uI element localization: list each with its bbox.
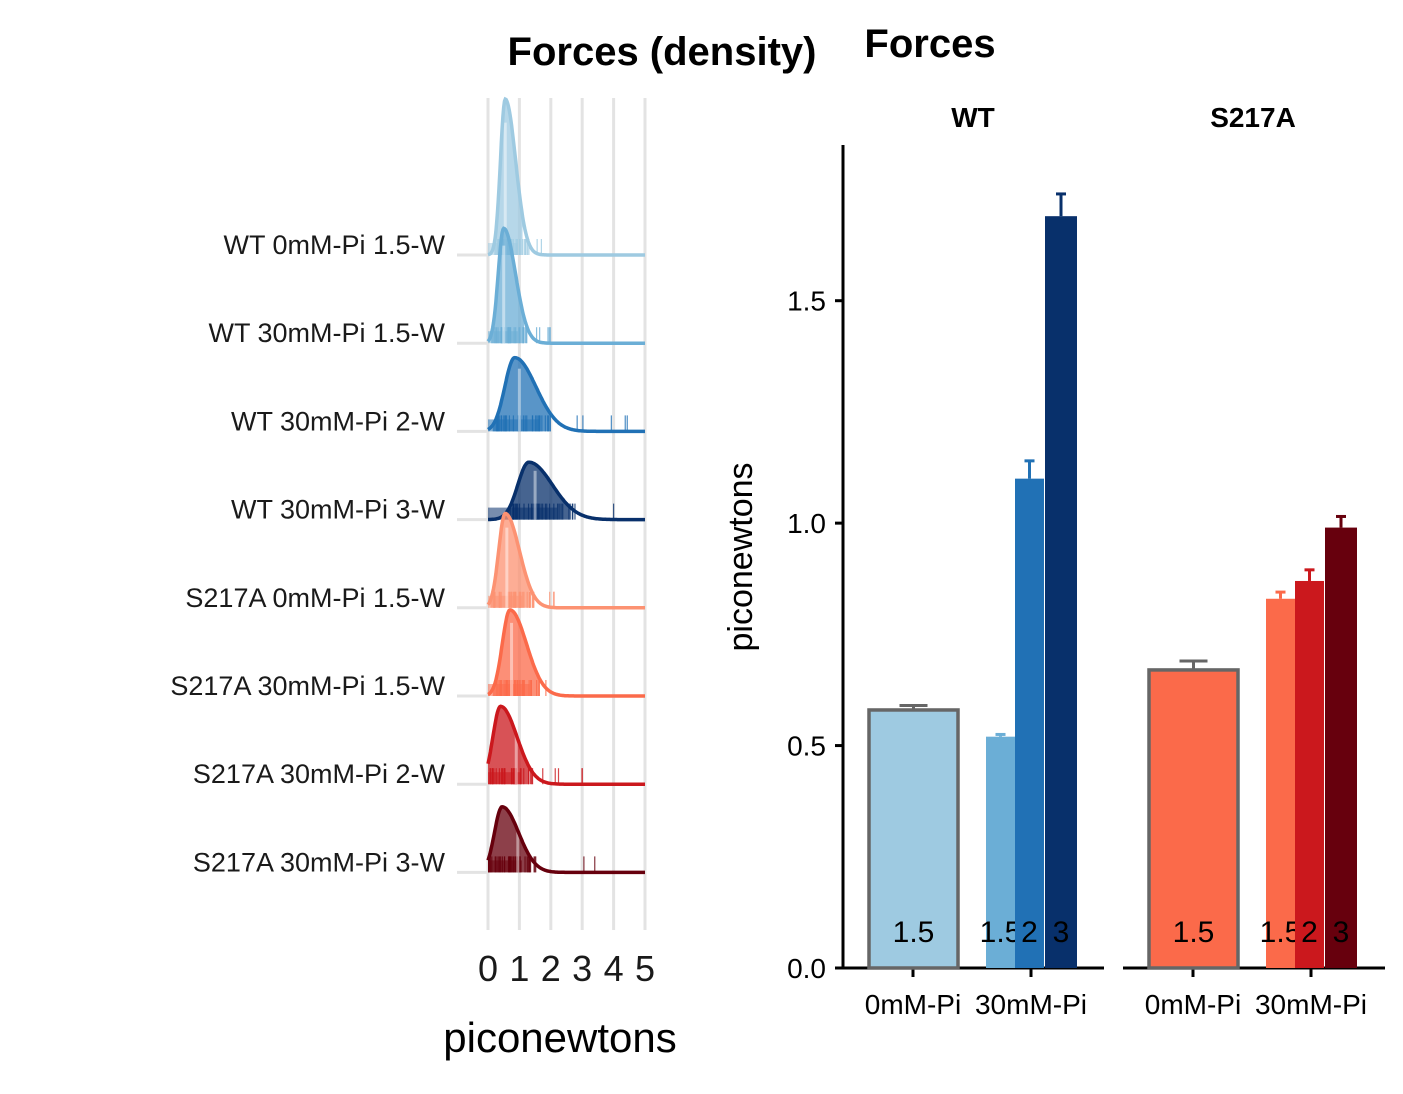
density-fill (490, 513, 530, 608)
bar-y-tick-label: 1.5 (787, 286, 826, 317)
density-line (486, 226, 645, 345)
density-row-label: S217A 30mM-Pi 2-W (193, 759, 446, 789)
bar-x-tick-label: 30mM-Pi (975, 989, 1087, 1020)
bar-y-tick-label: 0.0 (787, 953, 826, 984)
density-line (487, 355, 645, 434)
density-ridge (486, 511, 645, 610)
bar-value-label: 1.5 (1173, 916, 1215, 949)
bar-value-label: 1.5 (980, 916, 1022, 949)
bar (1147, 668, 1240, 970)
density-chart-title: Forces (density) (508, 30, 817, 74)
bar-y-axis-label: piconewtons (722, 462, 760, 651)
density-line (487, 96, 645, 257)
density-fill (488, 706, 529, 785)
density-rug-band (488, 419, 541, 432)
density-rug-band (488, 595, 523, 608)
density-ridge (486, 805, 645, 875)
density-x-tick-label: 3 (572, 948, 592, 989)
bar (1266, 598, 1295, 968)
bar (1295, 580, 1324, 968)
bar-value-label: 1.5 (1260, 916, 1302, 949)
density-line (486, 704, 645, 786)
density-line (486, 805, 645, 875)
density-row-label: WT 30mM-Pi 3-W (231, 495, 446, 525)
density-row-label: WT 0mM-Pi 1.5-W (224, 230, 446, 260)
density-ridge (486, 704, 645, 786)
density-ridge (486, 226, 645, 345)
density-ridge (488, 460, 645, 522)
bar (1325, 527, 1357, 968)
density-fill (492, 609, 539, 696)
bar-x-tick-label: 30mM-Pi (1255, 989, 1367, 1020)
density-ridge (487, 355, 645, 434)
bar-chart-title: Forces (864, 22, 995, 66)
bar-value-label: 3 (1333, 916, 1350, 949)
density-fill (488, 806, 531, 873)
density-x-tick-label: 1 (509, 948, 529, 989)
bar-x-tick-label: 0mM-Pi (1145, 989, 1241, 1020)
density-row-label: S217A 30mM-Pi 1.5-W (170, 671, 445, 701)
density-x-axis-label: piconewtons (443, 1014, 676, 1061)
density-rug-band (488, 507, 558, 520)
bar-x-tick-label: 0mM-Pi (865, 989, 961, 1020)
bar-y-tick-label: 1.0 (787, 508, 826, 539)
bar-value-label: 1.5 (893, 916, 935, 949)
facet-strip-label: S217A (1210, 102, 1296, 133)
density-rug-band (488, 772, 521, 785)
density-line (488, 460, 645, 522)
density-x-tick-label: 5 (635, 948, 655, 989)
bar-y-tick-label: 0.5 (787, 731, 826, 762)
bar-value-label: 2 (1301, 916, 1318, 949)
density-ridge (487, 96, 645, 257)
density-rug-band (488, 860, 522, 873)
density-row-label: S217A 0mM-Pi 1.5-W (185, 583, 445, 613)
bar (986, 736, 1015, 968)
density-row-label: WT 30mM-Pi 1.5-W (208, 318, 445, 348)
density-fill (494, 99, 523, 255)
density-row-label: S217A 30mM-Pi 3-W (193, 847, 446, 877)
density-rug-band (488, 331, 518, 344)
density-line (486, 511, 645, 610)
bar (1045, 216, 1077, 969)
density-rug-band (488, 684, 530, 696)
density-x-tick-label: 4 (604, 948, 624, 989)
density-row-label: WT 30mM-Pi 2-W (231, 406, 446, 436)
density-ridge (487, 608, 645, 698)
bar-value-label: 3 (1053, 916, 1070, 949)
density-fill (503, 462, 570, 520)
density-line (487, 608, 645, 698)
density-x-tick-label: 0 (478, 948, 498, 989)
bar-value-label: 2 (1021, 916, 1038, 949)
facet-strip-label: WT (951, 102, 995, 133)
bar (1015, 478, 1044, 968)
density-fill (491, 228, 525, 344)
density-x-tick-label: 2 (541, 948, 561, 989)
density-panel: 0 1 2 3 4 5 WT 0mM-Pi 1.5-W WT 30mM-Pi 1.5-W WT … (170, 96, 655, 989)
